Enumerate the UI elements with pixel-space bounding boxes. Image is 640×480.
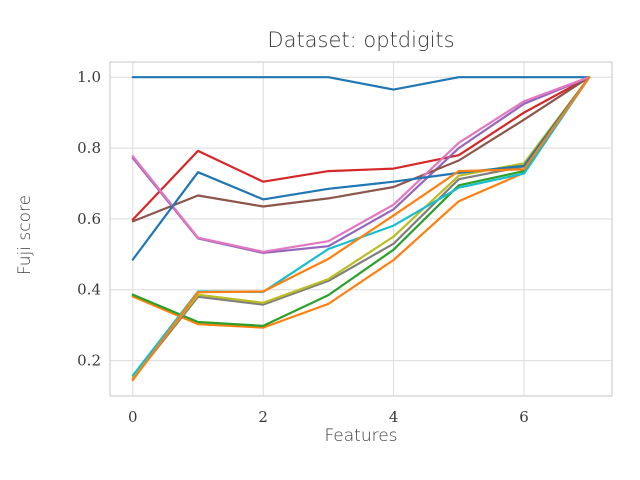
y-tick-label: 0.6 [77, 210, 101, 228]
x-tick-label: 2 [258, 408, 268, 426]
x-tick-label: 0 [128, 408, 138, 426]
y-axis-label: Fuji score [15, 195, 35, 275]
series-line-red [131, 76, 591, 221]
series-layer [131, 76, 591, 382]
chart-title: Dataset: optdigits [267, 28, 454, 52]
y-tick-label: 0.4 [77, 281, 101, 299]
series-line-brown [131, 76, 591, 223]
series-line-orange-b [131, 76, 591, 382]
x-axis-label: Features [324, 426, 397, 446]
y-tick-label: 0.8 [77, 139, 101, 157]
plot-border [109, 61, 613, 397]
y-tick-label: 0.2 [77, 352, 101, 370]
series-line-blue-b [131, 76, 591, 261]
series-line-blue-a [131, 76, 591, 91]
tick-label-layer: 0 2 4 6 0.2 0.4 0.6 0.8 1.0 [77, 68, 529, 426]
series-line-orange-a [131, 76, 591, 329]
series-line-green [131, 76, 591, 327]
y-tick-label: 1.0 [77, 68, 101, 86]
series-line-olive [131, 76, 591, 379]
x-tick-label: 4 [389, 408, 399, 426]
series-line-pink [131, 76, 591, 253]
x-tick-label: 6 [519, 408, 529, 426]
